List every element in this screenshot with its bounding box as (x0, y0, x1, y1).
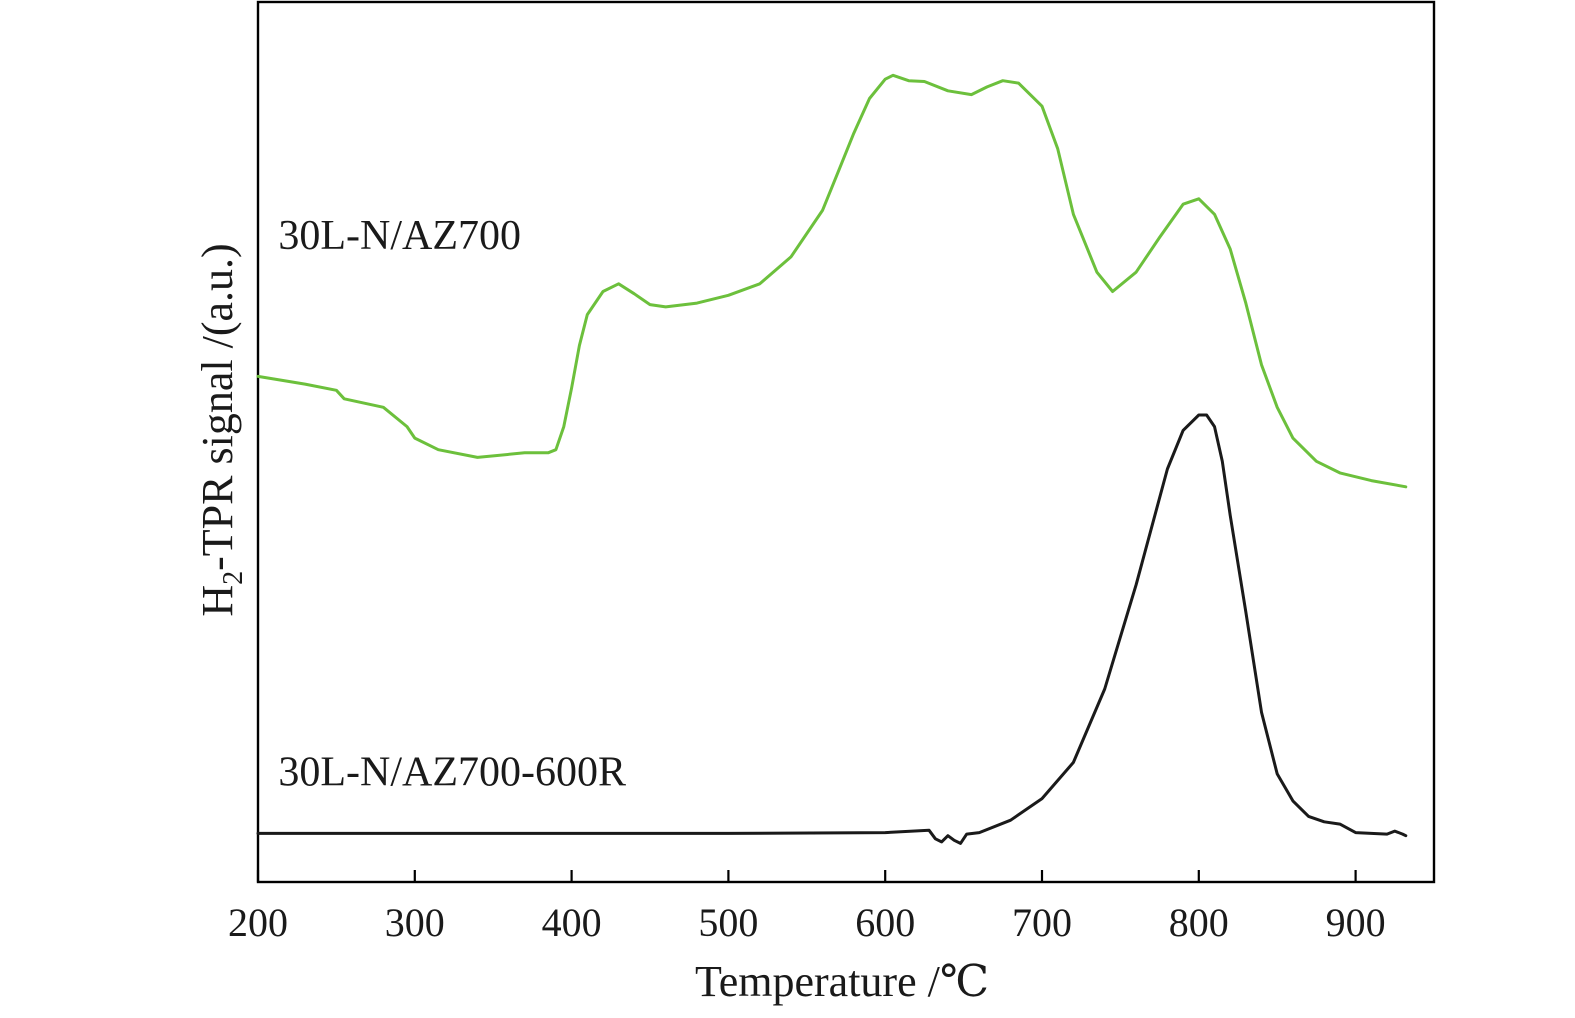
x-tick-label-600: 600 (855, 900, 915, 945)
series-line-1 (256, 73, 1408, 489)
y-axis-title-base: H (193, 585, 242, 617)
series-label-1: 30L-N/AZ700 (278, 213, 521, 259)
x-tick-label-800: 800 (1169, 900, 1229, 945)
x-tick-label-500: 500 (698, 900, 758, 945)
x-axis-tick-labels: 200 300 400 500 600 700 800 900 (228, 900, 1386, 945)
series-label-2: 30L-N/AZ700-600R (278, 750, 626, 796)
x-axis-ticks (256, 870, 1357, 882)
x-tick-label-200: 200 (228, 900, 288, 945)
series-labels: 30L-N/AZ700 30L-N/AZ700-600R (278, 213, 626, 795)
x-tick-label-900: 900 (1326, 900, 1386, 945)
y-axis-title-subscript: 2 (218, 571, 249, 585)
series-line-2 (256, 413, 1408, 845)
series-layer (256, 73, 1408, 845)
x-axis-title: Temperature /℃ (695, 957, 989, 1006)
x-tick-label-400: 400 (542, 900, 602, 945)
x-tick-label-300: 300 (385, 900, 445, 945)
x-tick-label-700: 700 (1012, 900, 1072, 945)
y-axis-title: H2-TPR signal /(a.u.) (193, 243, 249, 616)
plot-frame (256, 0, 1436, 884)
y-axis-title-rest: -TPR signal /(a.u.) (193, 243, 242, 571)
